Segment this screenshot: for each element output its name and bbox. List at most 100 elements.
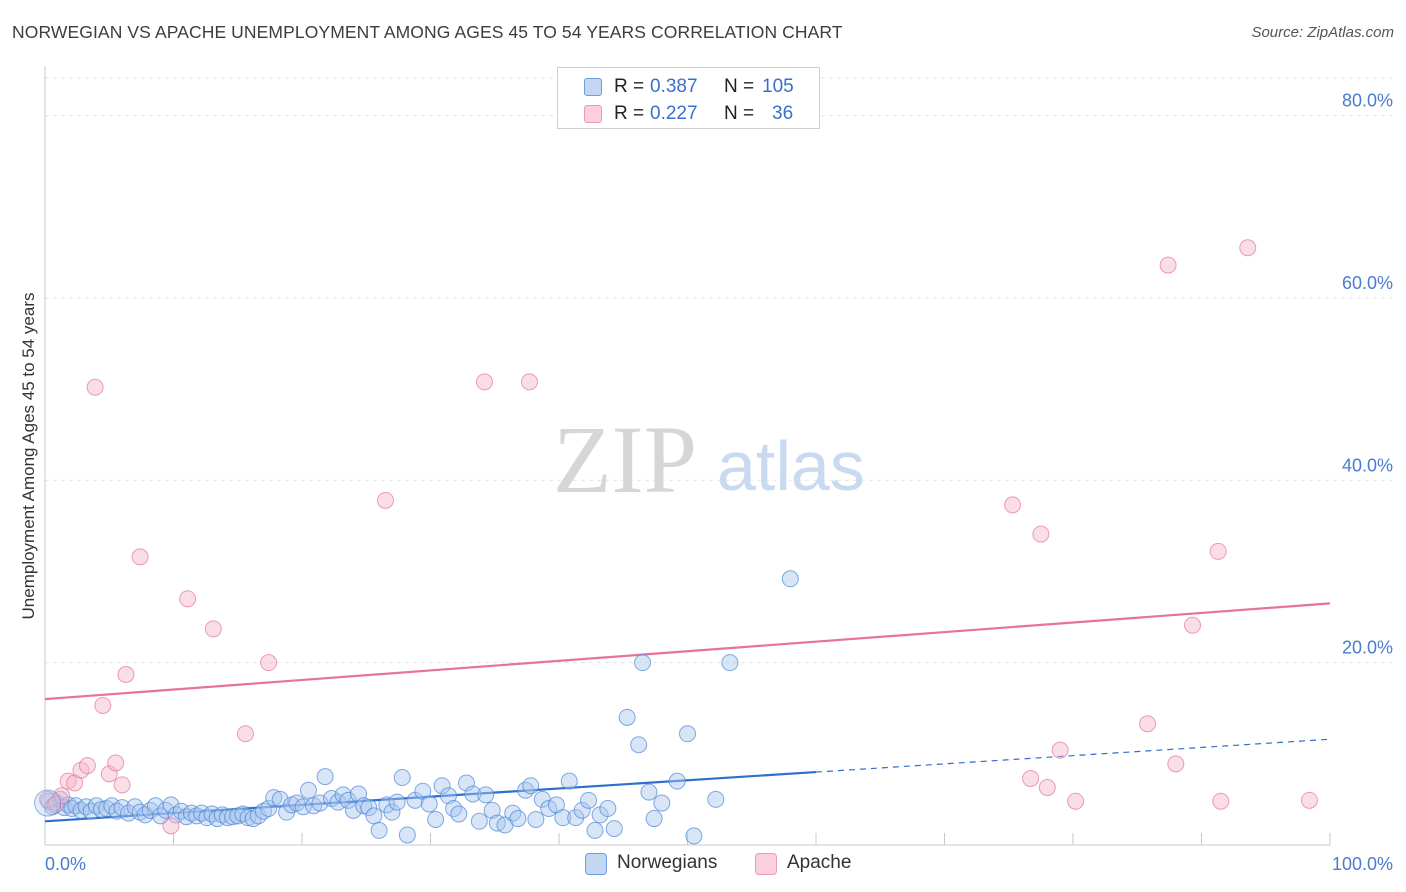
norwegians-point <box>457 774 475 792</box>
norwegians-point <box>260 800 278 818</box>
norwegians-point <box>450 805 468 823</box>
legend-swatch-apache <box>755 853 777 875</box>
apache-point <box>1022 769 1040 787</box>
apache-point <box>204 620 222 638</box>
norwegians-point <box>560 772 578 790</box>
apache-trend-line <box>44 602 1331 701</box>
apache-point <box>236 725 254 743</box>
apache-point <box>78 757 96 775</box>
apache-point <box>94 697 112 714</box>
norwegians-point <box>668 772 686 790</box>
data-points <box>34 239 1318 845</box>
apache-point <box>1239 239 1257 257</box>
apache-point <box>86 378 104 396</box>
watermark: ZIP atlas <box>553 406 865 513</box>
norwegians-point <box>141 801 159 819</box>
gridlines <box>45 77 1392 664</box>
norwegians-trend-extension <box>815 738 1331 773</box>
apache-point <box>1159 256 1177 274</box>
y-tick-label: 60.0% <box>1342 273 1393 293</box>
apache-point <box>260 654 278 672</box>
apache-point <box>131 548 149 566</box>
apache-point <box>1212 792 1230 810</box>
norwegians-point <box>477 786 495 804</box>
apache-point <box>1184 616 1202 634</box>
norwegians-point <box>388 793 406 811</box>
norwegians-point <box>580 791 598 809</box>
legend-n-value: 36 <box>772 103 794 124</box>
norwegians-point <box>316 768 334 786</box>
series-legend: Norwegians Apache <box>0 850 1406 880</box>
apache-point <box>1067 792 1085 810</box>
norwegians-point <box>339 791 357 809</box>
norwegians-point <box>721 654 739 672</box>
norwegians-point <box>162 796 180 814</box>
apache-point <box>162 817 180 835</box>
apache-point <box>100 765 118 783</box>
legend-label-norwegians: Norwegians <box>617 852 718 873</box>
norwegians-point <box>645 810 663 828</box>
trend-lines <box>44 602 1331 823</box>
norwegians-point <box>433 777 451 795</box>
norwegians-point <box>370 821 388 839</box>
watermark-zip: ZIP <box>553 406 697 513</box>
norwegians-point <box>182 804 200 822</box>
apache-point <box>179 590 197 608</box>
legend-swatch-norwegians <box>584 78 602 96</box>
norwegians-point <box>131 803 149 821</box>
apache-point <box>59 772 77 790</box>
y-axis-title: Unemployment Among Ages 45 to 54 years <box>19 293 38 620</box>
apache-point <box>475 373 493 391</box>
norwegians-point <box>464 785 482 803</box>
norwegians-point <box>522 777 540 795</box>
legend-label-apache: Apache <box>787 852 852 873</box>
norwegians-point <box>630 736 648 754</box>
norwegians-point <box>599 800 617 818</box>
apache-point <box>377 491 395 509</box>
norwegians-point <box>618 708 636 726</box>
source-label: Source: ZipAtlas.com <box>1251 24 1394 41</box>
norwegians-point <box>98 800 116 818</box>
legend-r-value: 0.387 <box>650 76 698 97</box>
legend-swatch-apache <box>584 105 602 123</box>
norwegians-point <box>640 783 658 801</box>
norwegians-point <box>265 789 283 807</box>
norwegians-point <box>393 769 411 787</box>
x-tick-label: 100.0% <box>1332 854 1393 874</box>
norwegians-point <box>527 810 545 828</box>
apache-point <box>107 754 125 772</box>
apache-point <box>117 666 135 683</box>
apache-point <box>1051 741 1069 759</box>
legend-n-label: N = <box>724 103 755 124</box>
apache-point <box>520 373 538 391</box>
apache-point <box>1139 715 1157 733</box>
norwegians-point <box>634 654 652 672</box>
norwegians-cluster-point <box>34 789 62 817</box>
apache-point <box>113 776 131 794</box>
legend-r-value: 0.227 <box>650 103 698 124</box>
norwegians-point <box>427 810 445 828</box>
norwegians-point <box>360 799 378 817</box>
norwegians-point <box>573 801 591 819</box>
y-tick-label: 40.0% <box>1342 455 1393 475</box>
norwegians-point <box>147 797 165 815</box>
norwegians-point <box>781 570 799 588</box>
norwegians-point <box>509 810 527 828</box>
watermark-atlas: atlas <box>717 427 865 505</box>
norwegians-point <box>483 801 501 819</box>
norwegians-point <box>383 803 401 821</box>
norwegians-point <box>679 725 696 743</box>
apache-point <box>1300 791 1318 809</box>
tick-labels: 20.0% 40.0% 60.0% 80.0% 0.0% 100.0% <box>45 91 1393 874</box>
legend-r-label: R = <box>614 103 645 124</box>
axes <box>44 66 1331 846</box>
norwegians-point <box>554 809 572 827</box>
norwegians-point <box>567 809 585 827</box>
apache-point <box>1004 496 1022 514</box>
apache-point <box>1032 525 1050 543</box>
norwegians-point <box>685 827 703 845</box>
norwegians-point <box>239 809 257 827</box>
norwegians-point <box>224 808 242 826</box>
x-tick-label: 0.0% <box>45 854 86 874</box>
